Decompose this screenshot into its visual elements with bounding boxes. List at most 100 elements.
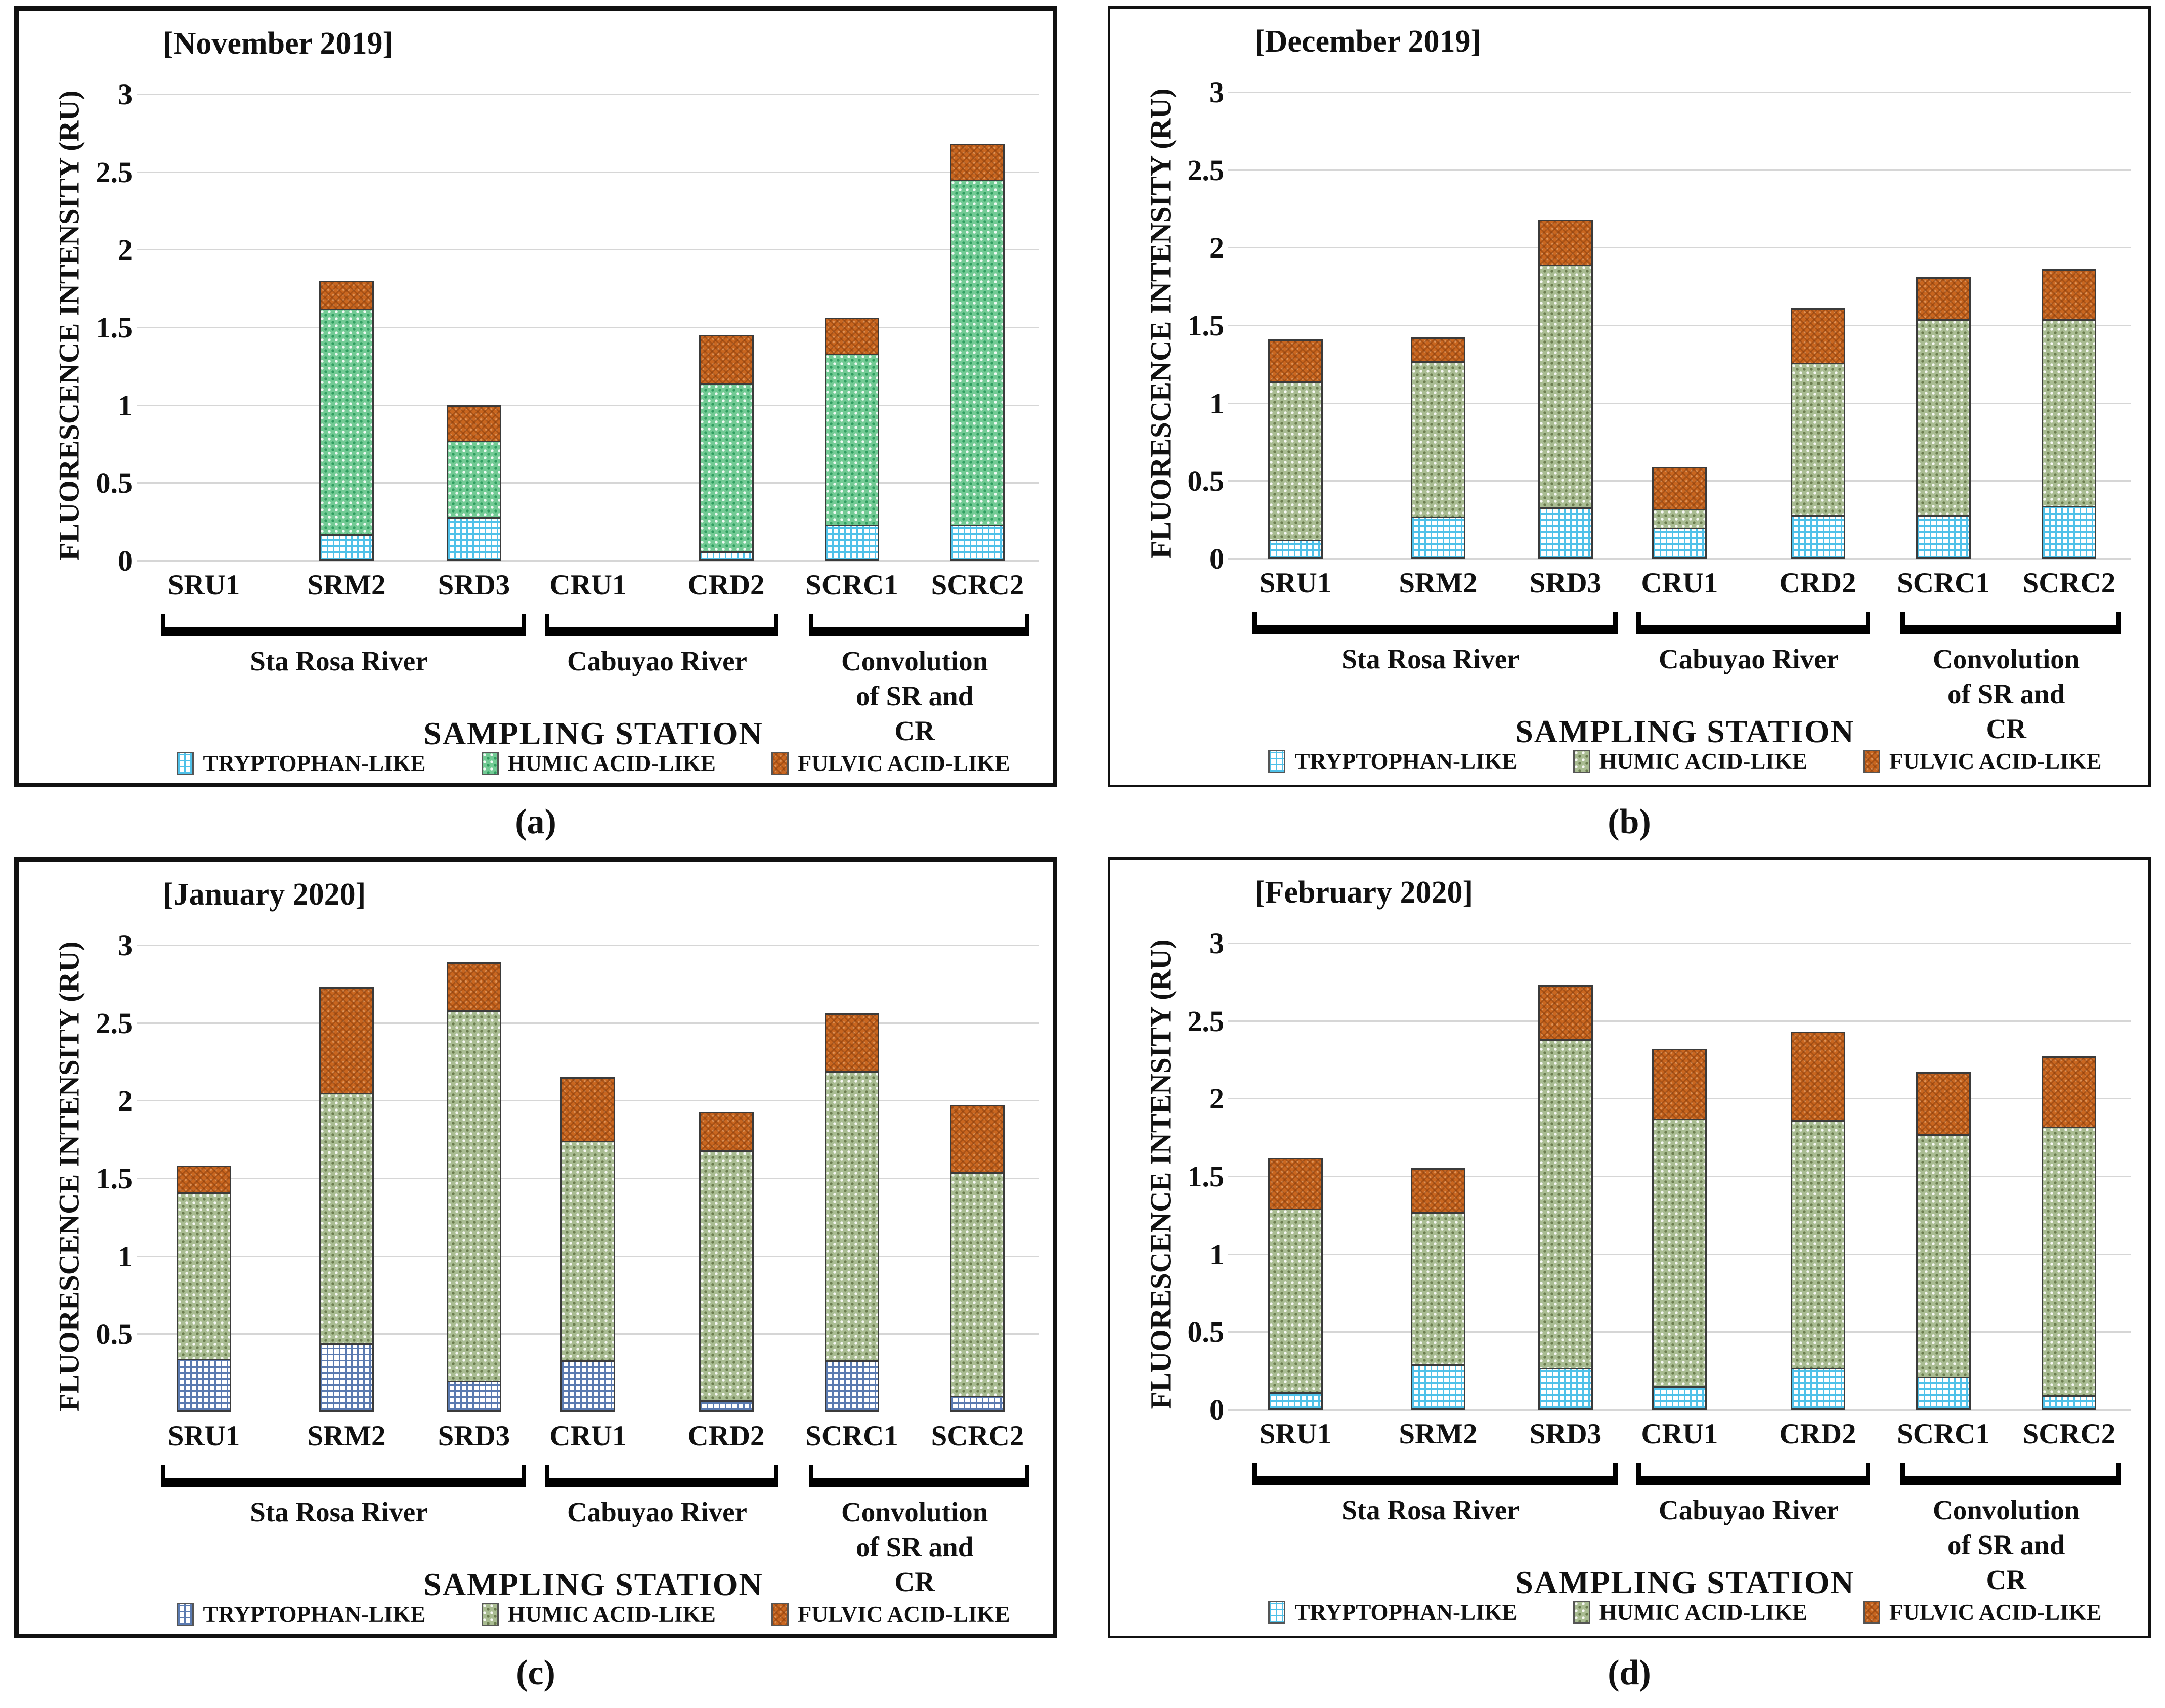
gridline [1228, 92, 2131, 93]
station-label-sru1: SRU1 [167, 569, 240, 601]
gridline [137, 560, 1039, 562]
bar-segment-humic-acid [824, 1071, 879, 1362]
legend-swatch-humic-acid [1573, 750, 1590, 773]
legend-item-0: TRYPTOPHAN-LIKE [177, 750, 426, 777]
chart-panel-february-2020: [February 2020] FLUORESCENCE INTENSITY (R… [1108, 857, 2151, 1638]
bar-segment-fulvic-acid [2042, 1056, 2097, 1128]
station-label-crd2: CRD2 [687, 1420, 765, 1452]
bar-segment-fulvic-acid [1916, 277, 1971, 321]
station-label-cru1: CRU1 [549, 569, 627, 601]
bar-segment-fulvic-acid [1538, 219, 1593, 267]
bar-segment-fulvic-acid [1916, 1072, 1971, 1136]
legend-item-1: HUMIC ACID-LIKE [1573, 1599, 1807, 1626]
bar-segment-fulvic-acid [560, 1077, 616, 1143]
y-tick-label: 2.5 [96, 1006, 133, 1040]
station-label-sru1: SRU1 [1259, 1418, 1332, 1450]
group-label-1: Cabuyao River [567, 646, 747, 676]
bar-sru1 [1268, 336, 1323, 559]
legend-label: HUMIC ACID-LIKE [507, 751, 716, 776]
bar-segment-tryptophan [2042, 1395, 2097, 1410]
bar-srm2 [319, 984, 374, 1412]
group-bracket-2 [1900, 612, 2121, 634]
gridline [1228, 943, 2131, 944]
bar-srm2 [319, 278, 374, 561]
four-panel-fluorescence-figure: [November 2019] FLUORESCENCE INTENSITY (R… [14, 6, 2151, 1708]
station-label-srd3: SRD3 [1529, 1418, 1602, 1450]
bar-segment-humic-acid [560, 1141, 616, 1362]
gridline [137, 171, 1039, 173]
legend-item-1: HUMIC ACID-LIKE [481, 1601, 716, 1628]
bar-crd2 [699, 1108, 754, 1412]
legend-swatch-fulvic-acid [771, 1603, 789, 1626]
legend-label: FULVIC ACID-LIKE [1889, 749, 2102, 774]
legend-swatch-humic-acid [1573, 1601, 1590, 1624]
y-tick-label: 0.5 [1187, 1315, 1225, 1349]
y-tick-label: 0.5 [96, 466, 133, 500]
gridline [1228, 558, 2131, 560]
station-label-srm2: SRM2 [307, 569, 386, 601]
gridline [1228, 247, 2131, 249]
bar-segment-humic-acid [1652, 508, 1707, 529]
bar-segment-tryptophan [1916, 1377, 1971, 1410]
bar-segment-fulvic-acid [1268, 1157, 1323, 1211]
bar-cru1 [1652, 464, 1707, 559]
y-tick-label: 1.5 [1187, 1160, 1225, 1193]
gridline [137, 249, 1039, 251]
station-label-srm2: SRM2 [1399, 1418, 1478, 1450]
bar-segment-humic-acid [1410, 361, 1465, 519]
legend-item-2: FULVIC ACID-LIKE [1863, 748, 2102, 775]
legend-swatch-tryptophan [1268, 750, 1286, 773]
bar-segment-fulvic-acid [1268, 339, 1323, 383]
bar-segment-tryptophan [1790, 1368, 1845, 1410]
legend-label: TRYPTOPHAN-LIKE [203, 1602, 426, 1627]
bar-segment-fulvic-acid [1790, 308, 1845, 364]
station-label-crd2: CRD2 [1779, 567, 1856, 599]
bar-segment-tryptophan [1410, 1364, 1465, 1410]
bar-segment-humic-acid [699, 383, 754, 553]
bar-segment-fulvic-acid [1652, 466, 1707, 510]
bar-segment-tryptophan [1268, 1392, 1323, 1410]
legend-swatch-tryptophan [177, 752, 194, 775]
bar-sru1 [177, 1163, 231, 1412]
figure-cell-b: [December 2019] FLUORESCENCE INTENSITY (R… [1108, 6, 2151, 857]
chart-title: [January 2020] [163, 877, 366, 912]
chart-panel-november-2019: [November 2019] FLUORESCENCE INTENSITY (R… [14, 6, 1057, 787]
legend-item-1: HUMIC ACID-LIKE [1573, 748, 1807, 775]
bar-segment-humic-acid [950, 179, 1005, 527]
bar-segment-humic-acid [1268, 1209, 1323, 1394]
group-bracket-1 [1636, 1463, 1870, 1485]
bar-segment-tryptophan [950, 525, 1005, 561]
bar-segment-tryptophan [319, 534, 374, 561]
x-axis-title: SAMPLING STATION [423, 1566, 763, 1602]
gridline [137, 404, 1039, 406]
gridline [1228, 169, 2131, 171]
chart-title: [February 2020] [1254, 875, 1474, 910]
legend-item-1: HUMIC ACID-LIKE [481, 750, 716, 777]
station-label-srd3: SRD3 [438, 569, 510, 601]
station-label-srd3: SRD3 [438, 1420, 510, 1452]
y-tick-label: 1.5 [96, 311, 133, 344]
station-label-cru1: CRU1 [549, 1420, 627, 1452]
bar-segment-fulvic-acid [446, 962, 501, 1012]
bar-scrc2 [2042, 266, 2097, 559]
y-tick-label: 3 [118, 929, 133, 962]
station-label-scrc2: SCRC2 [2022, 1418, 2116, 1450]
station-label-crd2: CRD2 [1779, 1418, 1856, 1450]
bar-segment-tryptophan [699, 1400, 754, 1412]
group-bracket-2 [1900, 1463, 2121, 1485]
legend-swatch-humic-acid [481, 1603, 499, 1626]
panel-caption-b: (b) [1608, 802, 1651, 841]
bar-scrc2 [950, 1102, 1005, 1412]
y-tick-label: 1 [1209, 1237, 1224, 1271]
y-tick-label: 1 [118, 389, 133, 422]
legend: TRYPTOPHAN-LIKE HUMIC ACID-LIKE FULVIC ACI… [148, 750, 1039, 777]
bar-segment-humic-acid [1652, 1119, 1707, 1388]
bar-segment-tryptophan [950, 1396, 1005, 1412]
group-bracket-0 [1252, 1463, 1618, 1485]
group-label-2: Convolution of SR and CR [1933, 1494, 2080, 1595]
station-label-scrc1: SCRC1 [805, 1420, 898, 1452]
panel-caption-a: (a) [515, 802, 556, 841]
bar-segment-fulvic-acid [446, 405, 501, 443]
bar-srd3 [446, 402, 501, 561]
legend-label: TRYPTOPHAN-LIKE [1294, 749, 1518, 774]
